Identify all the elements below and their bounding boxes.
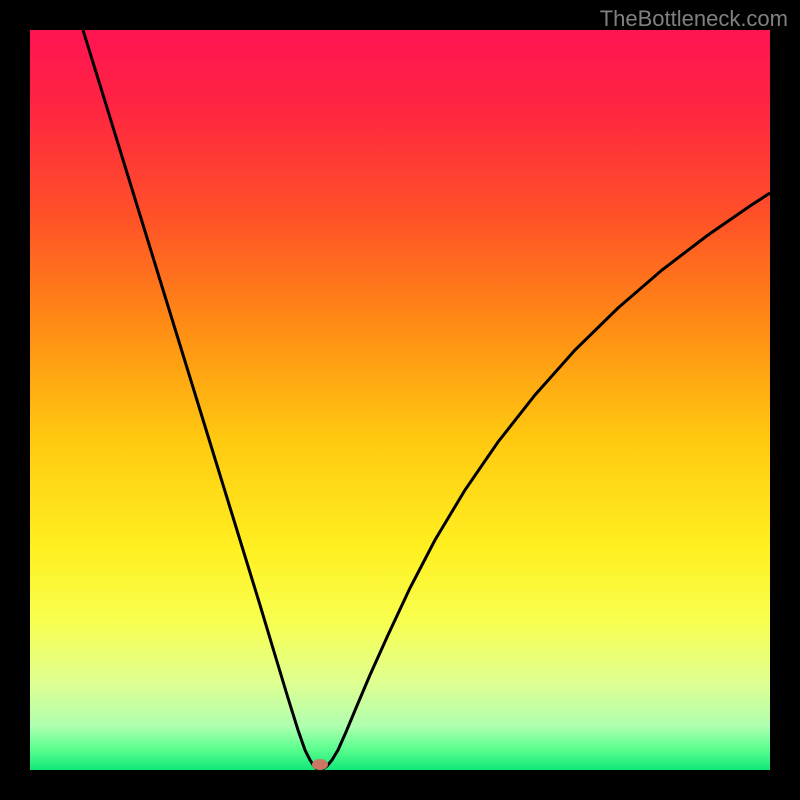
watermark-text: TheBottleneck.com [600, 6, 788, 32]
chart-plot-area [30, 30, 770, 770]
bottleneck-curve [30, 30, 770, 770]
